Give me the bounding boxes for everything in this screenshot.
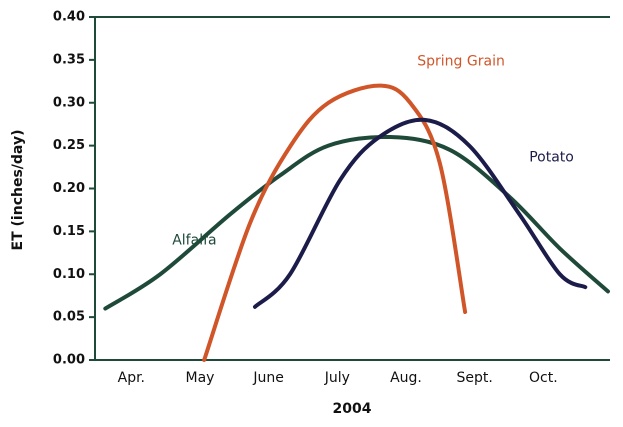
y-tick-label: 0.20 bbox=[53, 181, 85, 196]
x-tick-label: Oct. bbox=[529, 370, 558, 386]
x-axis-title: 2004 bbox=[333, 401, 372, 417]
y-tick-label: 0.15 bbox=[53, 224, 85, 239]
series-line bbox=[252, 117, 588, 309]
series-line bbox=[202, 83, 468, 362]
series-label: Spring Grain bbox=[417, 54, 505, 70]
series-label: Alfalfa bbox=[172, 232, 216, 248]
x-tick-label: June bbox=[252, 370, 284, 386]
y-tick-label: 0.25 bbox=[53, 138, 85, 153]
x-tick-label: Aug. bbox=[390, 370, 422, 386]
y-tick-label: 0.00 bbox=[53, 353, 85, 368]
y-tick-label: 0.05 bbox=[53, 310, 85, 325]
x-tick-label: July bbox=[324, 370, 350, 386]
y-tick-label: 0.10 bbox=[53, 267, 85, 282]
series-line bbox=[103, 134, 610, 311]
y-tick-label: 0.40 bbox=[53, 10, 85, 25]
y-axis-title: ET (inches/day) bbox=[10, 130, 26, 251]
x-tick-label: May bbox=[186, 370, 215, 386]
x-tick-label: Sept. bbox=[457, 370, 493, 386]
y-tick-label: 0.30 bbox=[53, 95, 85, 110]
y-tick-label: 0.35 bbox=[53, 52, 85, 67]
x-tick-label: Apr. bbox=[118, 370, 145, 386]
series-label: Potato bbox=[529, 150, 574, 166]
